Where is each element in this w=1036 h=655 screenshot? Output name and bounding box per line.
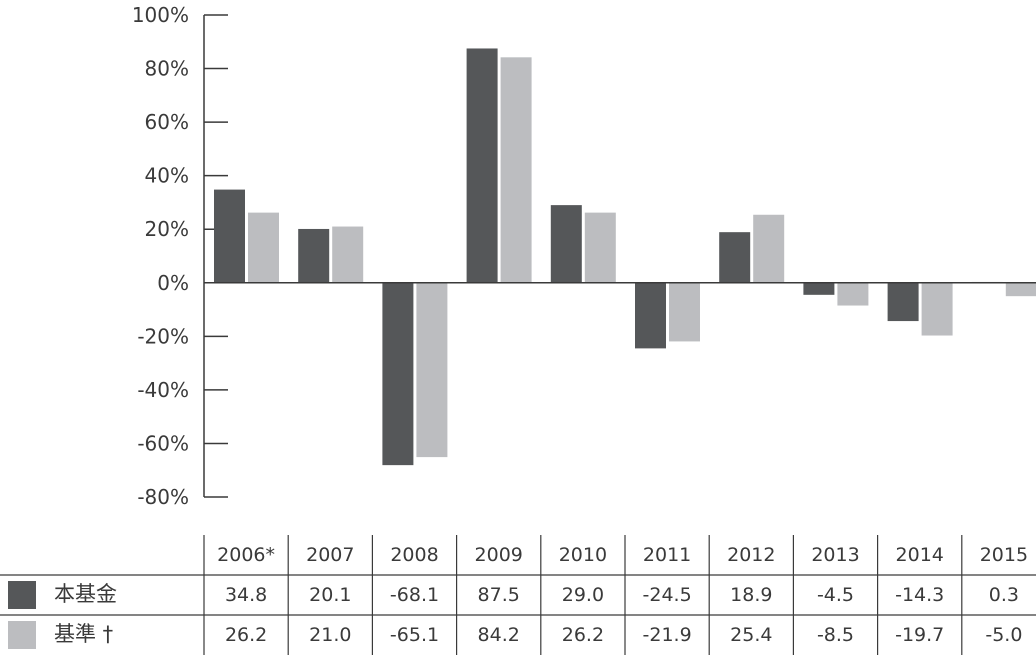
- y-tick-label: 40%: [145, 164, 189, 188]
- data-label: 18.9: [730, 584, 772, 606]
- data-label: -65.1: [390, 624, 439, 646]
- bar-fund: [803, 282, 835, 295]
- legend-swatch: [8, 621, 36, 649]
- bar-fund: [635, 282, 666, 349]
- y-tick-label: 60%: [145, 110, 189, 134]
- bar-benchmark: [669, 282, 700, 342]
- bar-fund: [466, 48, 498, 283]
- data-label: 84.2: [478, 624, 520, 646]
- bar-benchmark: [584, 212, 616, 283]
- data-label: 26.2: [225, 624, 267, 646]
- x-category-label: 2011: [643, 544, 691, 566]
- data-label: 20.1: [309, 584, 351, 606]
- bar-fund: [550, 205, 582, 283]
- data-label: 0.3: [989, 584, 1019, 606]
- y-tick-label: -60%: [137, 431, 189, 455]
- legend-swatch: [8, 581, 36, 609]
- bar-benchmark: [500, 57, 532, 283]
- x-category-label: 2013: [811, 544, 859, 566]
- data-label: 25.4: [730, 624, 772, 646]
- data-label: -4.5: [817, 584, 854, 606]
- y-tick-label: -80%: [137, 485, 189, 509]
- data-label: -5.0: [985, 624, 1022, 646]
- table-header-row: 2006* 2007 2008 2009 2010 2011 2012 2013 2014 201…: [217, 544, 1028, 566]
- bar-benchmark: [837, 282, 869, 306]
- x-category-label: 2007: [306, 544, 354, 566]
- bar-benchmark: [753, 214, 785, 283]
- x-category-label: 2008: [390, 544, 438, 566]
- table-body: 本基金 34.8 20.1 -68.1 87.5 29.0 -24.5 18.9 -4.5 -14…: [8, 581, 1022, 649]
- data-label: -24.5: [643, 584, 692, 606]
- data-label: 26.2: [562, 624, 604, 646]
- y-tick-label: 20%: [145, 217, 189, 241]
- y-tick-label: 80%: [145, 57, 189, 81]
- x-category-label: 2012: [727, 544, 775, 566]
- bar-benchmark: [416, 282, 448, 458]
- data-label: 21.0: [309, 624, 351, 646]
- data-label: -21.9: [643, 624, 692, 646]
- data-label: -19.7: [895, 624, 944, 646]
- table-grid: [0, 535, 1036, 655]
- y-tick-label: -20%: [137, 324, 189, 348]
- legend-label: 本基金: [54, 582, 117, 606]
- bar-fund: [719, 232, 751, 283]
- y-tick-label: 100%: [132, 3, 189, 27]
- y-axis: 100% 80% 60% 40% 20% 0% -20% -40% -60% -80%: [132, 3, 228, 509]
- bar-benchmark: [332, 226, 364, 283]
- data-table: 2006* 2007 2008 2009 2010 2011 2012 2013 2014 201…: [0, 535, 1036, 655]
- data-label: -8.5: [817, 624, 854, 646]
- bar-benchmark: [248, 212, 279, 283]
- bar-fund: [214, 189, 245, 283]
- x-category-label: 2014: [896, 544, 944, 566]
- x-category-label: 2009: [475, 544, 523, 566]
- bar-chart: 100% 80% 60% 40% 20% 0% -20% -40% -60% -80%: [132, 3, 1036, 509]
- data-label: -14.3: [895, 584, 944, 606]
- bar-fund: [298, 228, 330, 283]
- x-category-label: 2010: [559, 544, 607, 566]
- bars: [214, 48, 1036, 466]
- legend-label: 基準 †: [54, 622, 113, 646]
- x-category-label: 2006*: [217, 544, 275, 566]
- data-label: 87.5: [478, 584, 520, 606]
- data-label: 34.8: [225, 584, 267, 606]
- bar-benchmark: [921, 282, 953, 336]
- y-tick-label: 0%: [157, 271, 189, 295]
- data-label: -68.1: [390, 584, 439, 606]
- data-label: 29.0: [562, 584, 604, 606]
- bar-fund: [887, 282, 919, 322]
- bar-fund: [382, 282, 414, 466]
- x-category-label: 2015: [980, 544, 1028, 566]
- y-tick-label: -40%: [137, 378, 189, 402]
- bar-benchmark: [1005, 282, 1036, 297]
